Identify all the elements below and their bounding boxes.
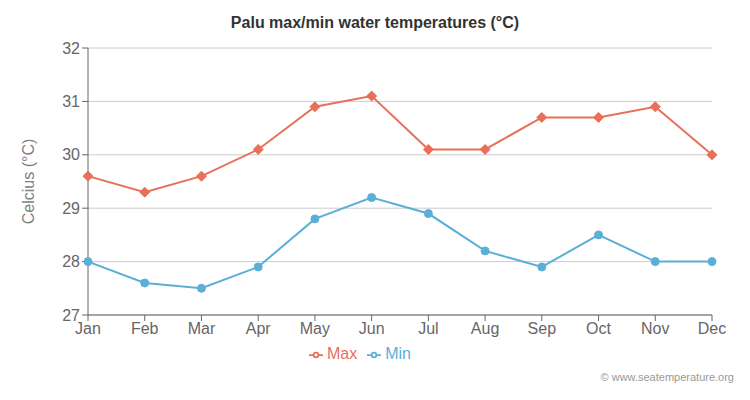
svg-text:Jul: Jul [418,320,438,337]
html-text:Min: Min [385,345,411,362]
html-text:Max: Max [327,345,358,362]
svg-text:30: 30 [62,146,80,163]
html-text:© www.seatemperature.org: © www.seatemperature.org [600,371,734,383]
svg-text:Celcius (°C): Celcius (°C) [20,139,37,225]
svg-text:Nov: Nov [641,320,669,337]
svg-text:Jun: Jun [359,320,385,337]
svg-text:29: 29 [62,200,80,217]
svg-text:Sep: Sep [528,320,557,337]
svg-text:Mar: Mar [188,320,216,337]
svg-text:32: 32 [62,40,80,57]
svg-text:31: 31 [62,93,80,110]
svg-text:27: 27 [62,307,80,324]
svg-text:28: 28 [62,253,80,270]
svg-text:Feb: Feb [131,320,159,337]
svg-text:Apr: Apr [246,320,272,337]
svg-text:May: May [300,320,330,337]
svg-text:Aug: Aug [471,320,499,337]
html-text:Palu max/min water temperature: Palu max/min water temperatures (°C) [230,14,520,31]
svg-text:Jan: Jan [75,320,101,338]
svg-text:Oct: Oct [586,320,611,337]
svg-text:Dec: Dec [698,320,726,337]
